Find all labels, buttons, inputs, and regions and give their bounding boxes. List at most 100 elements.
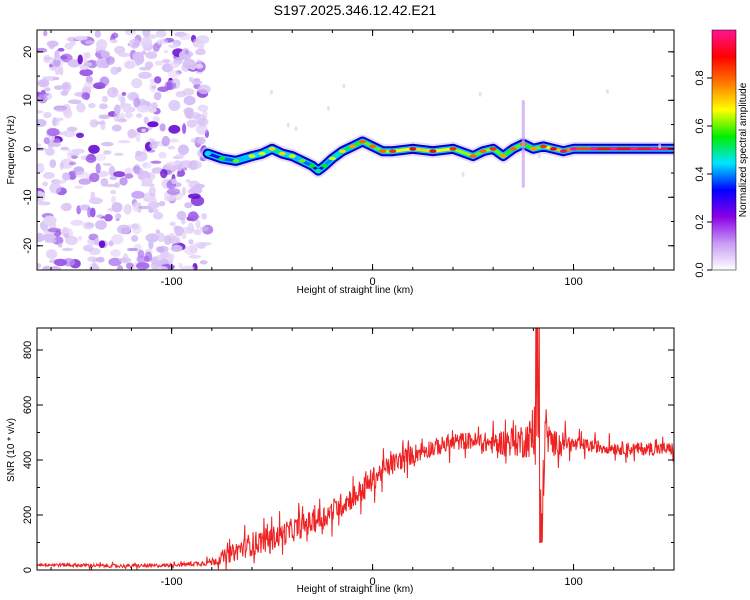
- trace-speckle: [338, 149, 346, 153]
- spectrogram-noise-blob: [134, 54, 145, 65]
- spectrogram-noise-blob: [132, 201, 141, 212]
- spectrogram-noise-blob: [100, 50, 111, 59]
- trace-speckle: [369, 144, 377, 149]
- spectrogram-noise-blob: [123, 203, 132, 215]
- spectrogram-noise-blob: [134, 151, 148, 162]
- spectrogram-noise-blob: [183, 95, 196, 106]
- spectrogram-noise-blob: [141, 105, 149, 110]
- spectrogram-noise-blob: [47, 227, 62, 233]
- spectrogram-noise-blob: [51, 57, 64, 69]
- spectrogram-noise-blob: [163, 49, 168, 54]
- spectrogram-y-tick-label: 10: [22, 94, 34, 106]
- spectrogram-noise-blob: [158, 151, 167, 159]
- trace-speckle: [549, 147, 557, 151]
- spectrogram-noise-blob: [159, 38, 169, 45]
- spectrogram-y-tick-label: 20: [22, 46, 34, 58]
- spectrogram-noise-blob: [110, 66, 120, 75]
- spectrogram-noise-blob: [127, 106, 136, 113]
- spectrogram-noise-blob: [117, 118, 128, 123]
- spectrogram-noise-blob: [124, 30, 136, 36]
- trace-speckle: [204, 151, 212, 156]
- spectrogram-noise-blob: [160, 168, 168, 179]
- spectrogram-noise-blob: [136, 113, 143, 119]
- spectrogram-noise-blob: [188, 193, 201, 199]
- trace-segment: [451, 147, 475, 158]
- spectrogram-noise-blob: [43, 215, 57, 226]
- spectrogram-noise-blob: [158, 258, 170, 265]
- spectrogram-frame: [36, 29, 675, 271]
- spectrogram-noise-blob: [196, 39, 205, 50]
- spectrogram-noise-blob: [197, 84, 211, 95]
- trace-speckle: [630, 147, 638, 151]
- spectrogram-noise-blob: [149, 81, 157, 93]
- spectrogram-noise-blob: [145, 51, 158, 59]
- snr-y-ticks: 0 200 400 600 800: [22, 341, 674, 573]
- spectrogram-noise-blob: [141, 162, 152, 169]
- spectrogram-noise-blob: [181, 167, 188, 171]
- spectrogram-noise-blob: [159, 123, 166, 132]
- spectrogram-noise-blob: [127, 128, 137, 139]
- spectrogram-noise-blob: [181, 47, 190, 55]
- spectrogram-noise-blob: [128, 39, 134, 47]
- spectrogram-noise-blob: [111, 195, 117, 205]
- spectrogram-noise-blob: [154, 91, 162, 101]
- spectrogram-noise-blob: [140, 36, 152, 48]
- spectrogram-noise-blob: [185, 179, 191, 183]
- spectrogram-noise-blob: [96, 39, 108, 50]
- trace-speckle: [650, 147, 658, 151]
- trace-speckle: [389, 149, 397, 153]
- spectrogram-noise-blob: [60, 146, 70, 151]
- colorbar-tick-label: 0.2: [694, 214, 706, 229]
- trace-speckle: [590, 147, 598, 151]
- spectrogram-noise-blob: [124, 173, 134, 179]
- spectrogram-noise-blob: [82, 221, 95, 230]
- spectrogram-noise-blob: [64, 42, 74, 50]
- trace-speckle: [308, 164, 316, 168]
- snr-y-axis-label: SNR (10 * v/v): [6, 418, 17, 482]
- spectrogram-noise-blob: [42, 181, 48, 187]
- spectrogram-noise-blob: [53, 258, 68, 267]
- spectrogram-noise-blob: [49, 182, 62, 194]
- colorbar-gradient: [711, 29, 737, 271]
- spectrogram-noise-blob: [79, 204, 91, 211]
- trace-speckle: [489, 147, 497, 151]
- spectrogram-noise-blob: [188, 76, 194, 83]
- spectrogram-noise-blob: [114, 45, 126, 55]
- spectrogram-noise-blob: [47, 128, 60, 137]
- spectrogram-noise-blob: [99, 76, 110, 87]
- spectrogram-noise-blob: [150, 160, 162, 164]
- spectrogram-noise-blob: [102, 162, 113, 167]
- spectrogram-noise-blob: [108, 257, 122, 267]
- spectrogram-noise-blob: [197, 104, 209, 112]
- spectrogram-noise-blob: [194, 63, 204, 69]
- spectrogram-noise-blob: [109, 176, 118, 181]
- spectrogram-noise-blob: [148, 208, 154, 214]
- spectrogram-noise-blob: [187, 188, 197, 194]
- spectrogram-noise-blob: [168, 79, 179, 84]
- spectrogram-faint-speckle: [461, 172, 465, 177]
- spectrogram-noise-blob: [119, 103, 132, 108]
- spectrogram-noise-blob: [82, 52, 88, 63]
- spectrogram-faint-speckle: [537, 153, 541, 159]
- spectrogram-noise-blob: [76, 132, 84, 138]
- snr-y-tick-label: 0: [22, 567, 34, 573]
- snr-x-ticks: -100 0 100: [50, 328, 655, 588]
- spectrogram-noise-blob: [54, 117, 64, 122]
- trace-speckle: [379, 149, 387, 153]
- spectrogram-x-ticks: -100 0 100: [50, 30, 655, 288]
- snr-series-line: [37, 328, 674, 570]
- spectrogram-noise-blob: [103, 150, 112, 155]
- spectrogram-noise-blob: [111, 234, 124, 245]
- spectrogram-y-tick-label: -20: [22, 238, 34, 254]
- trace-speckle: [278, 151, 286, 156]
- spectrogram-noise-blob: [181, 232, 187, 240]
- spectrogram-noise-blob: [166, 188, 181, 196]
- spectrogram-noise-blob: [69, 161, 77, 166]
- spectrogram-noise-blob: [188, 254, 202, 259]
- spectrogram-noise-blob: [155, 245, 169, 253]
- spectrogram-noise-blob: [37, 234, 43, 243]
- snr-plot-area: [37, 328, 674, 570]
- spectrogram-y-tick-label: -10: [22, 189, 34, 205]
- spectrogram-noise-blob: [92, 257, 97, 268]
